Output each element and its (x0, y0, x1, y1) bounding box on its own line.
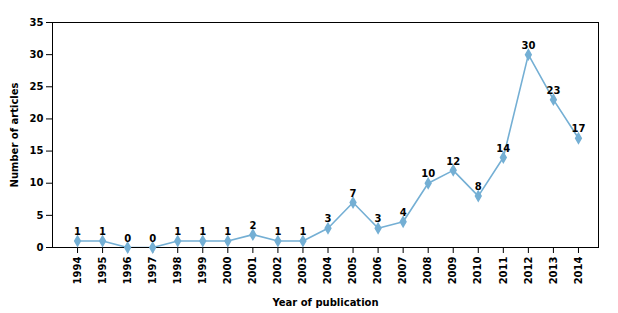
svg-text:3: 3 (375, 213, 382, 224)
svg-text:1995: 1995 (97, 256, 108, 284)
svg-text:2013: 2013 (548, 256, 559, 284)
svg-text:Year of publication: Year of publication (271, 297, 378, 308)
svg-text:2014: 2014 (573, 256, 584, 284)
svg-text:2000: 2000 (222, 256, 233, 284)
svg-text:10: 10 (30, 177, 44, 188)
svg-text:7: 7 (350, 188, 357, 199)
svg-text:1: 1 (74, 226, 81, 237)
svg-text:1: 1 (174, 226, 181, 237)
svg-text:2010: 2010 (472, 256, 483, 284)
svg-text:1: 1 (224, 226, 231, 237)
svg-text:2012: 2012 (523, 256, 534, 284)
svg-text:8: 8 (475, 181, 482, 192)
svg-text:1999: 1999 (197, 256, 208, 284)
svg-text:1: 1 (199, 226, 206, 237)
svg-text:1: 1 (299, 226, 306, 237)
svg-text:1: 1 (99, 226, 106, 237)
svg-text:10: 10 (421, 168, 435, 179)
svg-text:0: 0 (149, 233, 156, 244)
svg-text:15: 15 (30, 145, 44, 156)
svg-text:1998: 1998 (172, 256, 183, 284)
svg-text:2002: 2002 (272, 256, 283, 284)
svg-text:0: 0 (124, 233, 131, 244)
svg-text:2003: 2003 (297, 256, 308, 284)
svg-text:14: 14 (496, 143, 510, 154)
svg-text:30: 30 (521, 40, 535, 51)
svg-text:1994: 1994 (72, 256, 83, 284)
svg-text:30: 30 (30, 49, 44, 60)
svg-text:12: 12 (446, 156, 460, 167)
svg-text:35: 35 (30, 17, 44, 28)
svg-text:25: 25 (30, 81, 44, 92)
svg-text:2001: 2001 (247, 256, 258, 284)
svg-text:2008: 2008 (422, 256, 433, 284)
svg-text:4: 4 (400, 207, 407, 218)
svg-text:Number of articles: Number of articles (9, 82, 20, 187)
svg-text:2011: 2011 (498, 256, 509, 284)
svg-text:20: 20 (30, 113, 44, 124)
svg-text:1997: 1997 (147, 256, 158, 284)
svg-text:2: 2 (249, 220, 256, 231)
svg-text:1996: 1996 (122, 256, 133, 284)
svg-text:2009: 2009 (447, 256, 458, 284)
svg-text:2006: 2006 (372, 256, 383, 284)
svg-text:3: 3 (325, 213, 332, 224)
svg-text:2005: 2005 (347, 256, 358, 284)
svg-text:2007: 2007 (397, 256, 408, 284)
svg-text:1: 1 (274, 226, 281, 237)
svg-text:0: 0 (37, 242, 44, 253)
svg-text:17: 17 (572, 123, 586, 134)
svg-text:5: 5 (37, 210, 44, 221)
svg-text:2004: 2004 (322, 256, 333, 284)
svg-text:23: 23 (546, 85, 560, 96)
